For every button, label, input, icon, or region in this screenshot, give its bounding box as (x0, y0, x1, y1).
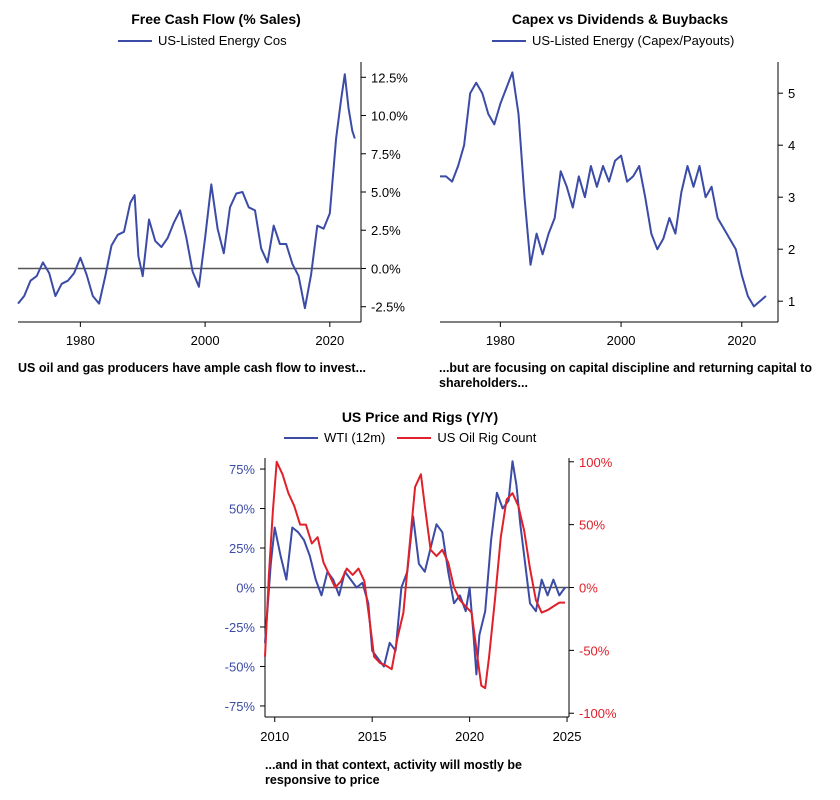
chart3-left-tick-label: -75% (225, 699, 256, 714)
chart1-x-tick-label: 2000 (191, 333, 220, 348)
chart1-y-tick-label: 2.5% (371, 223, 401, 238)
chart3-legend-swatch-wti (284, 436, 318, 439)
chart1-series-line (17, 73, 356, 310)
chart1-x-tick-label: 1980 (66, 333, 95, 348)
chart2-y-tick-label: 1 (788, 294, 795, 309)
chart3-legend-label-rigs: US Oil Rig Count (437, 430, 537, 445)
chart3-x-tick-label: 2020 (455, 729, 484, 744)
chart3-left-tick-label: 75% (229, 462, 255, 477)
chart2-y-tick-label: 5 (788, 86, 795, 101)
chart3-right-tick-label: -50% (579, 643, 610, 658)
chart2-y-tick-label: 2 (788, 242, 795, 257)
chart1-legend-label: US-Listed Energy Cos (158, 33, 287, 48)
chart3-caption: ...and in that context, activity will mo… (265, 758, 522, 787)
chart3-x-tick-label: 2010 (260, 729, 289, 744)
chart2-x-tick-label: 1980 (486, 333, 515, 348)
chart3-left-tick-label: -50% (225, 659, 256, 674)
chart3-left-tick-label: 50% (229, 502, 255, 517)
chart3-wti-line (264, 460, 566, 676)
chart2-y-tick-label: 4 (788, 138, 795, 153)
chart3-title: US Price and Rigs (Y/Y) (341, 409, 499, 425)
chart3-left-tick-label: 0% (236, 581, 255, 596)
chart1-y-tick-label: 7.5% (371, 147, 401, 162)
chart3-rig-line (264, 460, 566, 690)
chart3-legend: WTI (12m) US Oil Rig Count (284, 430, 536, 445)
chart1-x-tick-label: 2020 (315, 333, 344, 348)
chart1-legend: US-Listed Energy Cos (118, 33, 287, 48)
chart2-title: Capex vs Dividends & Buybacks (511, 11, 729, 27)
chart3-right-tick-label: 100% (579, 455, 613, 470)
chart3-right-tick-label: -100% (579, 706, 617, 721)
chart2-legend-label: US-Listed Energy (Capex/Payouts) (532, 33, 735, 48)
chart1-legend-swatch (118, 39, 152, 42)
chart3-legend-swatch-rigs (397, 436, 432, 439)
chart3-right-tick-label: 0% (579, 581, 598, 596)
chart3-left-tick-label: 25% (229, 541, 255, 556)
chart2-capex: 1 2 3 4 5 1980 2000 2020 (440, 62, 795, 348)
chart2-caption: ...but are focusing on capital disciplin… (439, 361, 812, 390)
chart3-legend-label-wti: WTI (12m) (324, 430, 386, 445)
chart1-caption: US oil and gas producers have ample cash… (18, 361, 367, 375)
chart1-title: Free Cash Flow (% Sales) (131, 11, 301, 27)
chart1-y-tick-label: 0.0% (371, 261, 401, 276)
chart1-y-tick-label: 10.0% (371, 109, 408, 124)
chart2-x-tick-label: 2000 (607, 333, 636, 348)
chart1-y-tick-label: 5.0% (371, 185, 401, 200)
chart1-fcf: -2.5% 0.0% 2.5% 5.0% 7.5% 10.0% 12.5% 1980 2000 2… (17, 62, 408, 348)
chart3-x-tick-label: 2015 (358, 729, 387, 744)
chart3-right-tick-label: 50% (579, 518, 605, 533)
chart1-y-tick-label: -2.5% (371, 300, 405, 315)
chart3-left-tick-label: -25% (225, 620, 256, 635)
chart2-y-tick-label: 3 (788, 190, 795, 205)
chart2-legend-swatch (492, 39, 526, 42)
chart3-price-rigs: -75% -50% -25% 0% 25% 50% 75% -100% -50% 0% 50% 100… (225, 455, 617, 744)
chart2-series-line (440, 71, 767, 308)
chart2-legend: US-Listed Energy (Capex/Payouts) (492, 33, 734, 48)
chart2-x-tick-label: 2020 (727, 333, 756, 348)
chart3-x-tick-label: 2025 (553, 729, 582, 744)
chart1-y-tick-label: 12.5% (371, 70, 408, 85)
